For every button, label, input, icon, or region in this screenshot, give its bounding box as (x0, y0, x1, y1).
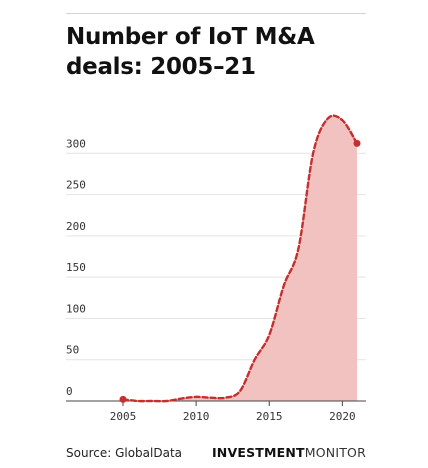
series-line (121, 114, 359, 403)
start-point-marker (119, 395, 127, 403)
chart-title: Number of IoT M&A deals: 2005–21 (66, 24, 315, 80)
x-tick-label-2005: 2005 (110, 410, 137, 423)
brand-bold: INVESTMENT (211, 445, 305, 460)
x-tick-label-2015: 2015 (256, 410, 283, 423)
y-tick-label-250: 250 (66, 179, 86, 192)
x-tick-label-2010: 2010 (183, 410, 210, 423)
y-tick-label-100: 100 (66, 302, 86, 315)
source-note: Source: GlobalData (66, 446, 183, 460)
y-tick-label-300: 300 (66, 137, 86, 150)
y-tick-label-0: 0 (66, 385, 73, 398)
brand-regular: MONITOR (304, 445, 366, 460)
y-tick-label-50: 50 (66, 344, 79, 357)
brand-logo: INVESTMENTMONITOR (212, 445, 366, 460)
y-tick-label-200: 200 (66, 220, 86, 233)
y-tick-label-150: 150 (66, 261, 86, 274)
area-fill (123, 115, 357, 402)
top-rule (66, 13, 366, 14)
end-point-marker (353, 139, 361, 147)
x-tick-label-2020: 2020 (329, 410, 356, 423)
